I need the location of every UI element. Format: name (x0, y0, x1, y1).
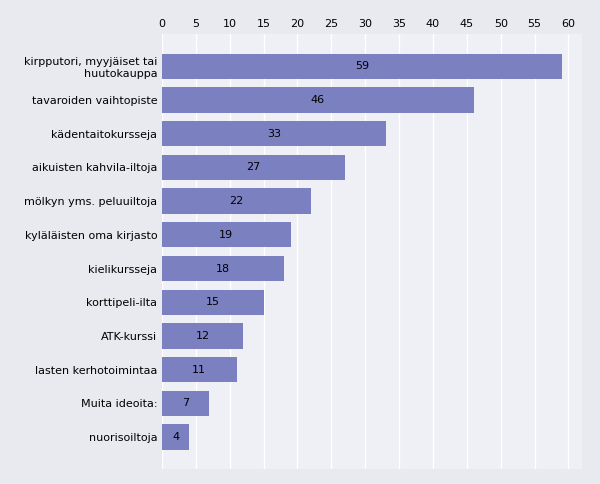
Bar (162, 391, 209, 416)
Text: 46: 46 (311, 95, 325, 105)
Bar (162, 121, 386, 146)
Text: 22: 22 (229, 196, 244, 206)
Text: 7: 7 (182, 398, 189, 408)
Bar (162, 424, 189, 450)
Text: 33: 33 (267, 129, 281, 139)
Bar (162, 54, 562, 79)
Text: 19: 19 (219, 230, 233, 240)
Bar (162, 88, 473, 113)
Bar (162, 357, 236, 382)
Bar (162, 289, 263, 315)
Bar (162, 188, 311, 214)
Text: 4: 4 (172, 432, 179, 442)
Text: 12: 12 (196, 331, 210, 341)
Text: 18: 18 (216, 263, 230, 273)
Bar (162, 323, 243, 348)
Text: 15: 15 (206, 297, 220, 307)
Bar (162, 256, 284, 281)
Text: 27: 27 (247, 163, 260, 172)
Bar (162, 155, 345, 180)
Text: 59: 59 (355, 61, 369, 71)
Text: 11: 11 (192, 364, 206, 375)
Bar (162, 222, 291, 247)
